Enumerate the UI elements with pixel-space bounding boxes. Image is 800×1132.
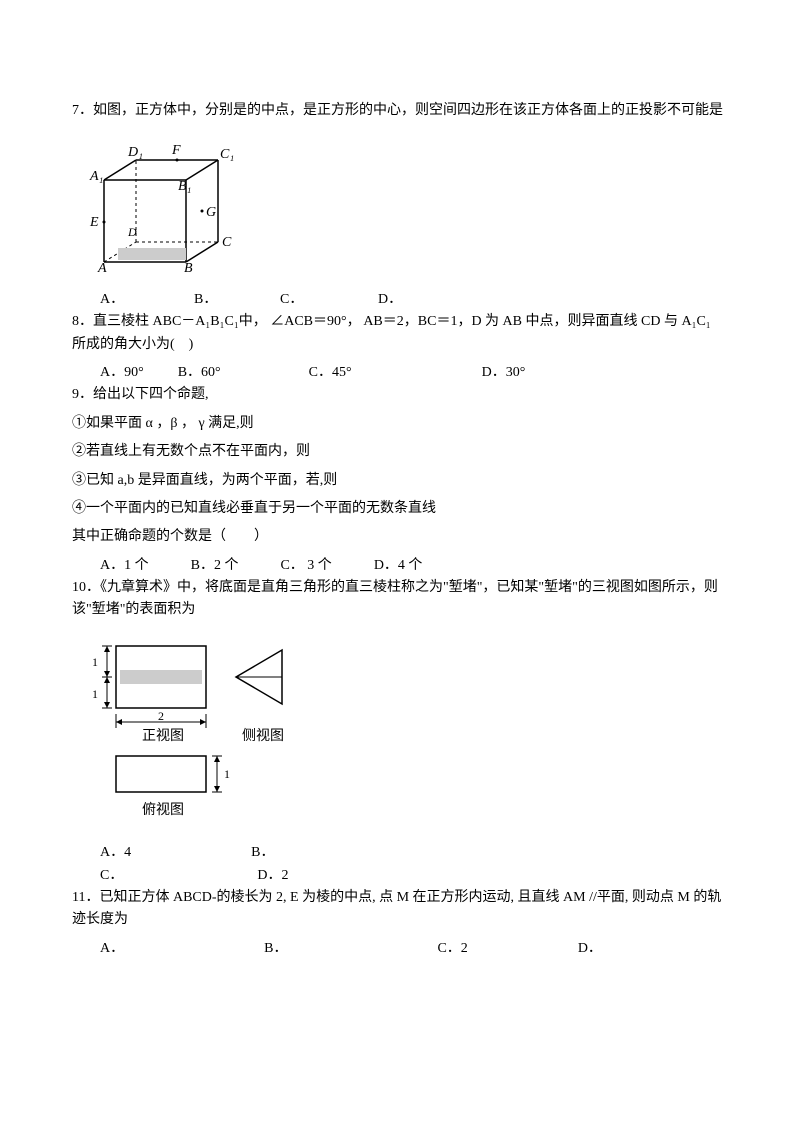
q9-line-5: 其中正确命题的个数是（ ） xyxy=(72,526,728,548)
q9-text: 给出以下四个命题, xyxy=(93,387,209,402)
q8-opt-b: B．60° xyxy=(178,362,221,384)
q7-figure: A B C D A₁ B₁ C₁ D₁ E F G xyxy=(86,134,246,282)
svg-text:俯视图: 俯视图 xyxy=(142,802,184,818)
q11-opt-b: B． xyxy=(264,938,287,960)
q9-opt-d: D．4 个 xyxy=(374,555,423,577)
q7-opt-d: D． xyxy=(378,289,402,311)
svg-text:D₁: D₁ xyxy=(127,145,143,160)
q9-options: A．1 个 B．2 个 C． 3 个 D．4 个 xyxy=(72,555,728,577)
q7-opt-c: C． xyxy=(280,289,336,311)
svg-text:1: 1 xyxy=(224,767,230,781)
svg-text:A₁: A₁ xyxy=(89,169,103,184)
svg-text:B₁: B₁ xyxy=(178,179,191,194)
q10-options-row1: A．4 B． xyxy=(72,842,728,864)
svg-text:C₁: C₁ xyxy=(220,147,234,162)
q7-opt-b: B． xyxy=(194,289,238,311)
q10-text: 《九章算术》中，将底面是直角三角形的直三棱柱称之为"堑堵"，已知某"堑堵"的三视… xyxy=(72,580,718,617)
q7-text: 如图，正方体中，分别是的中点，是正方形的中心，则空间四边形在该正方体各面上的正投… xyxy=(93,103,723,118)
q10-options-row2: C． D．2 xyxy=(72,865,728,887)
question-8: 8．直三棱柱 ABC－A₁B₁C₁中， ∠ACB＝90°， AB＝2，BC＝1，… xyxy=(72,311,728,356)
q8-number: 8． xyxy=(72,314,93,329)
q11-opt-d: D． xyxy=(578,938,602,960)
q11-opt-c: C．2 xyxy=(437,938,467,960)
svg-text:侧视图: 侧视图 xyxy=(242,728,284,744)
svg-text:C: C xyxy=(222,235,232,250)
q11-options: A． B． C．2 D． xyxy=(72,938,728,960)
q9-opt-c: C． 3 个 xyxy=(280,555,331,577)
q9-line-2: ②若直线上有无数个点不在平面内，则 xyxy=(72,441,728,463)
q10-opt-a: A．4 xyxy=(100,842,131,864)
q8-options: A．90° B．60° C．45° D．30° xyxy=(72,362,728,384)
question-10: 10．《九章算术》中，将底面是直角三角形的直三棱柱称之为"堑堵"，已知某"堑堵"… xyxy=(72,577,728,622)
q7-opt-a: A． xyxy=(100,289,152,311)
q11-opt-a: A． xyxy=(100,938,124,960)
q8-opt-c: C．45° xyxy=(309,362,352,384)
q9-line-3: ③已知 a,b 是异面直线，为两个平面，若,则 xyxy=(72,470,728,492)
question-9: 9．给出以下四个命题, xyxy=(72,384,728,406)
q10-opt-d: D．2 xyxy=(257,865,288,887)
svg-text:1: 1 xyxy=(92,687,98,701)
q11-text: 已知正方体 ABCD-的棱长为 2, E 为棱的中点, 点 M 在正方形内运动,… xyxy=(72,890,721,927)
svg-text:F: F xyxy=(171,143,181,158)
q9-line-1: ①如果平面 α ，β ， γ 满足,则 xyxy=(72,413,728,435)
svg-text:E: E xyxy=(89,215,99,230)
svg-text:A: A xyxy=(97,261,107,274)
svg-text:2: 2 xyxy=(158,709,164,723)
q10-opt-b: B． xyxy=(251,842,274,864)
q8-text: 直三棱柱 ABC－A₁B₁C₁中， ∠ACB＝90°， AB＝2，BC＝1，D … xyxy=(72,314,711,351)
q7-options: A． B． C． D． xyxy=(72,289,728,311)
q8-opt-d: D．30° xyxy=(482,362,526,384)
q10-opt-c: C． xyxy=(100,865,123,887)
svg-text:1: 1 xyxy=(92,655,98,669)
svg-text:B: B xyxy=(184,261,193,274)
q9-line-4: ④一个平面内的已知直线必垂直于另一个平面的无数条直线 xyxy=(72,498,728,520)
svg-text:G: G xyxy=(206,205,216,220)
q9-opt-b: B．2 个 xyxy=(191,555,239,577)
svg-text:D: D xyxy=(127,225,137,239)
question-11: 11．已知正方体 ABCD-的棱长为 2, E 为棱的中点, 点 M 在正方形内… xyxy=(72,887,728,932)
exam-page: 7．如图，正方体中，分别是的中点，是正方形的中心，则空间四边形在该正方体各面上的… xyxy=(0,0,800,1000)
q9-number: 9． xyxy=(72,387,93,402)
q8-opt-a: A．90° xyxy=(100,362,144,384)
q11-number: 11． xyxy=(72,890,99,905)
svg-text:正视图: 正视图 xyxy=(142,728,184,744)
q7-number: 7． xyxy=(72,103,93,118)
q10-figure: 1 1 2 正视图 侧视图 1 俯视图 xyxy=(86,636,306,834)
q9-opt-a: A．1 个 xyxy=(100,555,149,577)
q10-number: 10． xyxy=(72,580,100,595)
question-7: 7．如图，正方体中，分别是的中点，是正方形的中心，则空间四边形在该正方体各面上的… xyxy=(72,100,728,122)
